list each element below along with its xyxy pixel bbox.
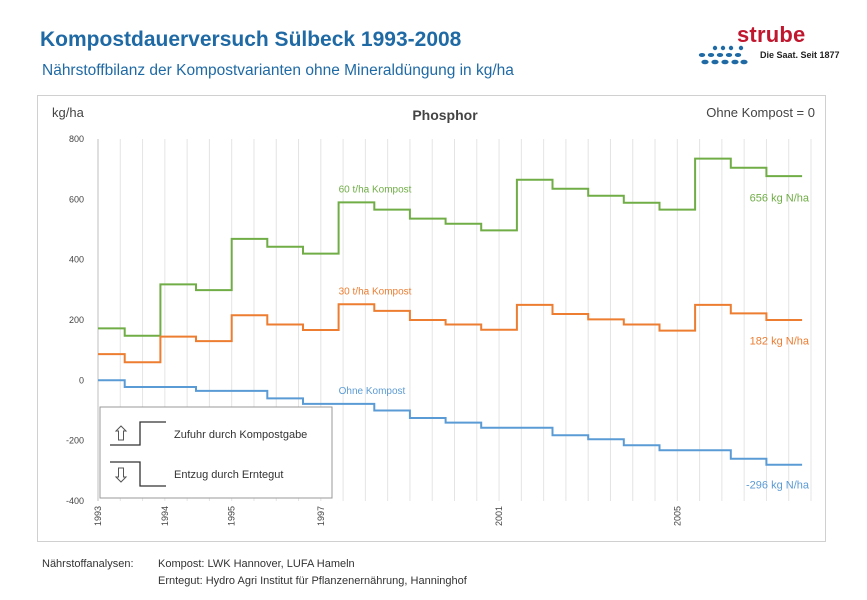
y-tick-label: -200 [66,436,84,446]
chart-title: Phosphor [412,107,478,123]
step-up-arrow-icon [110,421,166,446]
footer-label: Nährstoffanalysen: [42,558,134,570]
series-end-label: 656 kg N/ha [750,192,810,204]
legend-label-removal: Entzug durch Erntegut [174,469,283,481]
series-name-label: Ohne Kompost [339,386,406,397]
x-tick-label: 1997 [316,506,326,526]
logo-dots-icon [698,45,748,65]
x-tick-label: 1993 [93,506,103,526]
series-line [98,157,803,337]
series-line [98,303,803,364]
phosphor-chart: kg/ha Phosphor Ohne Kompost = 0 -400 -200… [52,105,815,526]
series-end-label: 182 kg N/ha [750,335,810,347]
legend: Zufuhr durch Kompostgabe Entzug durch Er… [99,406,333,499]
y-tick-label: 800 [69,134,84,144]
series-end-label: -296 kg N/ha [746,480,810,492]
y-tick-label: 200 [69,315,84,325]
x-tick-label: 2005 [672,506,682,526]
series-name-label: 60 t/ha Kompost [339,184,412,195]
legend-label-supply: Zufuhr durch Kompostgabe [174,429,307,441]
logo-tagline: Die Saat. Seit 1877 [760,50,840,60]
x-tick-label: 1995 [227,506,237,526]
logo-wordmark: strube [737,22,806,47]
y-tick-label: 400 [69,255,84,265]
step-down-arrow-icon [110,461,166,487]
y-tick-label: -400 [66,496,84,506]
corner-note: Ohne Kompost = 0 [706,105,815,120]
y-tick-label: 0 [79,375,84,385]
x-tick-label: 1994 [160,506,170,526]
chart-panel: kg/ha Phosphor Ohne Kompost = 0 -400 -200… [37,95,826,542]
y-tick-label: 600 [69,194,84,204]
x-tick-label: 2001 [494,506,504,526]
series-line [98,379,803,466]
y-axis-label: kg/ha [52,105,85,120]
strube-logo: strube Die Saat. Seit 1877 [697,22,840,72]
page-title: Kompostdauerversuch Sülbeck 1993-2008 [40,28,462,51]
series-name-label: 30 t/ha Kompost [339,286,412,297]
page-subtitle: Nährstoffbilanz der Kompostvarianten ohn… [42,62,514,79]
footer-harvest-source: Erntegut: Hydro Agri Institut für Pflanz… [158,575,467,587]
footer-compost-source: Kompost: LWK Hannover, LUFA Hameln [158,558,355,570]
